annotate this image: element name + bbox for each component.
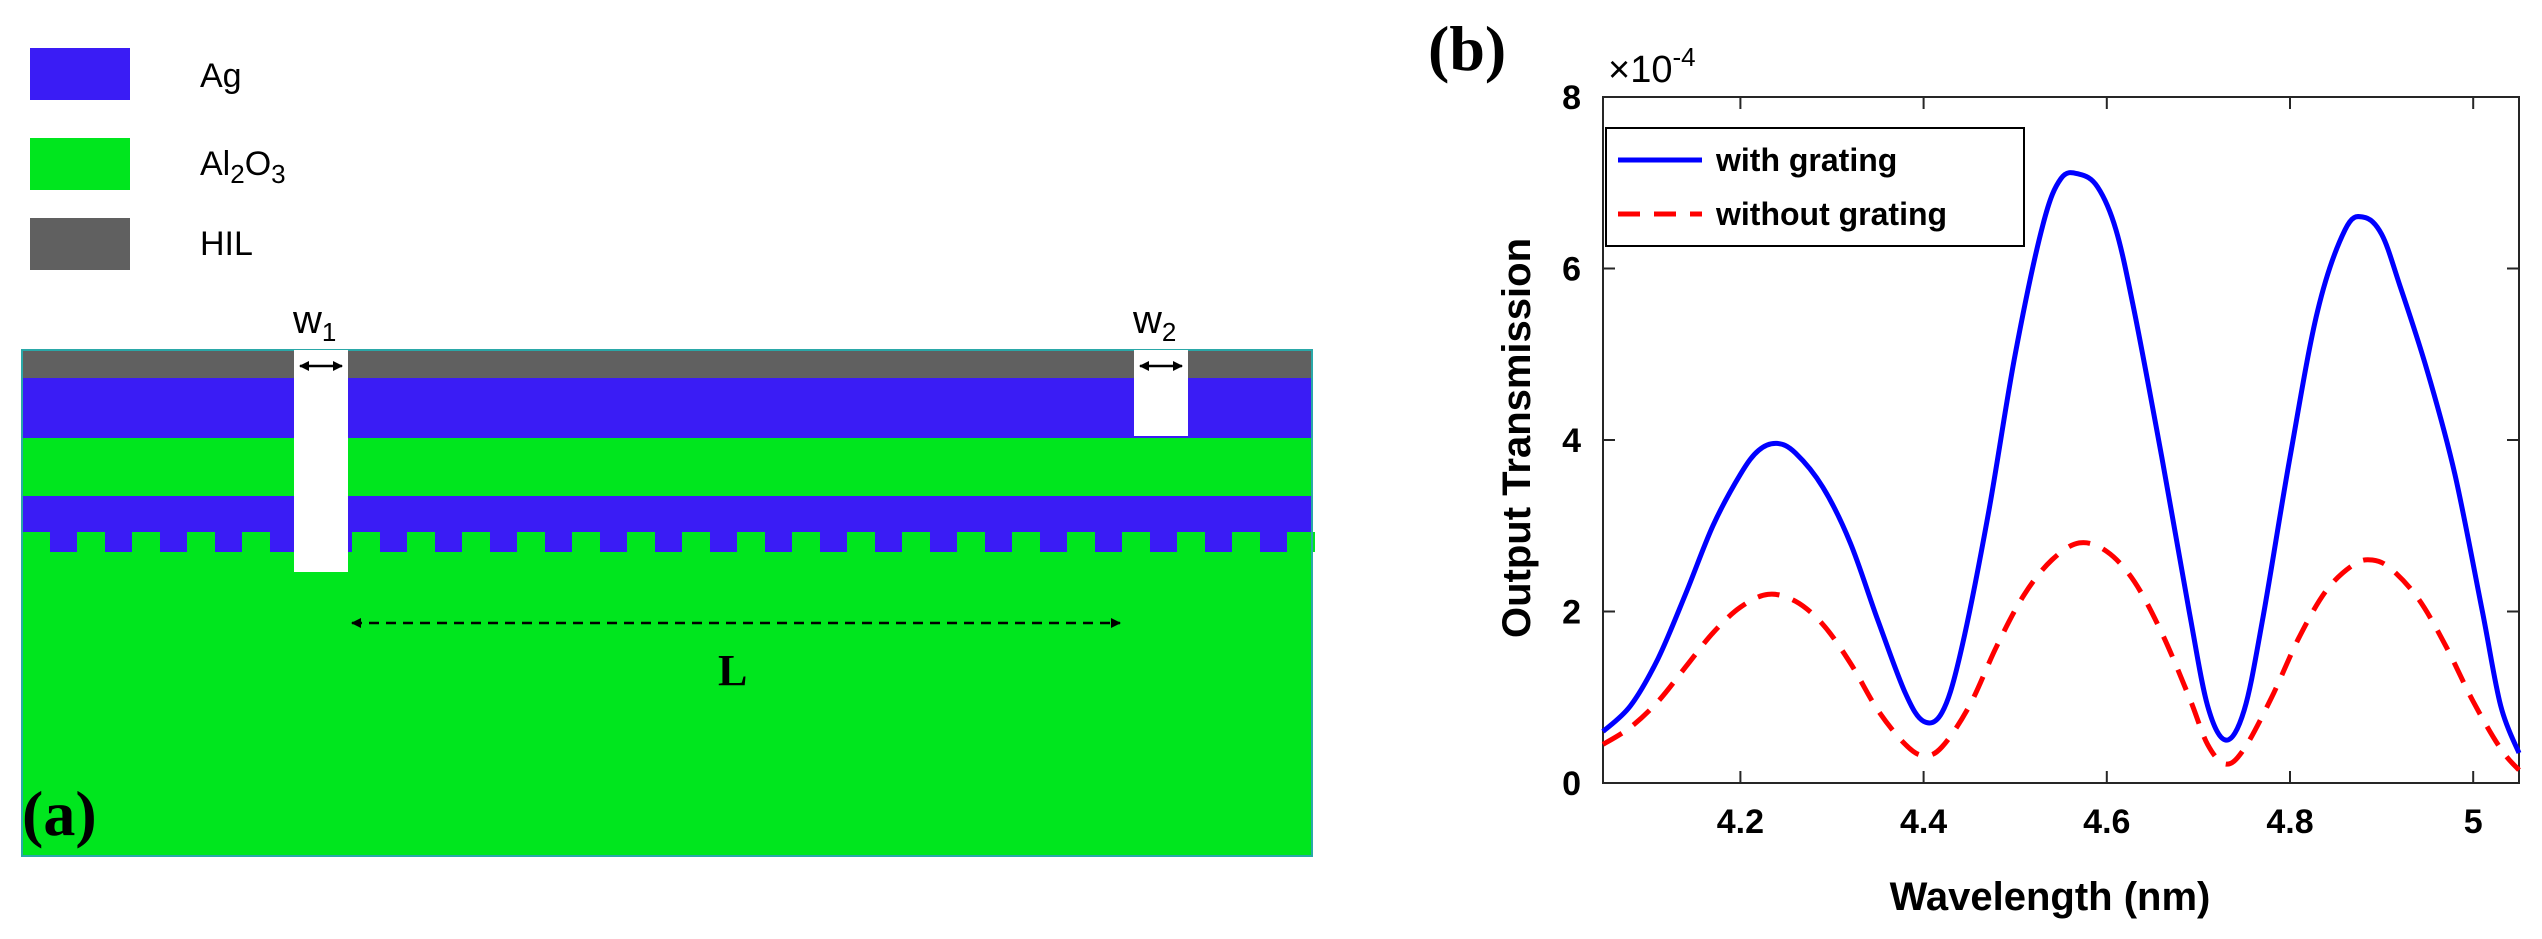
dimension-w2: w2	[1132, 298, 1183, 371]
grating-groove	[627, 532, 655, 552]
legend-swatch-al2o3	[30, 138, 130, 190]
grating-groove	[1122, 532, 1150, 552]
dimension-w1: w1	[292, 298, 343, 371]
y-tick-label: 4	[1562, 422, 1581, 460]
bottom-ag-layer	[22, 496, 1312, 552]
grating-groove	[1012, 532, 1040, 552]
grating-groove	[902, 532, 930, 552]
grating-groove	[462, 532, 490, 552]
grating-groove	[957, 532, 985, 552]
L-label: L	[718, 646, 747, 695]
grating	[22, 532, 1315, 552]
series-line-without-grating	[1601, 540, 2521, 772]
material-legend: Ag Al2O3 HIL	[30, 48, 286, 270]
panel-b-label: (b)	[1428, 13, 1506, 84]
x-tick-label: 4.6	[2083, 803, 2130, 841]
legend-label-ag: Ag	[200, 57, 242, 95]
x-tick-label: 4.4	[1900, 803, 1947, 841]
grating-groove	[22, 532, 50, 552]
series-line-with-grating	[1601, 170, 2522, 754]
grating-groove	[1177, 532, 1205, 552]
grating-groove	[407, 532, 435, 552]
panel-a: Ag Al2O3 HIL	[21, 48, 1315, 857]
panel-b: (b) ×10-4 4.2 4.4 4.6 4.8 5 0 2 4 6 8 Output Tran…	[1428, 13, 2522, 919]
grating-groove	[1067, 532, 1095, 552]
grating-groove	[792, 532, 820, 552]
grating-groove	[132, 532, 160, 552]
substrate-al2o3	[22, 552, 1312, 856]
grating-groove	[572, 532, 600, 552]
top-ag-layer	[22, 378, 1312, 438]
y-tick-label: 2	[1562, 594, 1581, 632]
legend-swatch-hil	[30, 218, 130, 270]
legend-label-with-grating: with grating	[1715, 142, 1897, 178]
grating-groove	[682, 532, 710, 552]
legend-label-hil: HIL	[200, 225, 253, 263]
chart-legend-box	[1605, 127, 2025, 247]
dimension-L: L	[351, 618, 1121, 695]
grating-groove	[187, 532, 215, 552]
scale-factor: ×10-4	[1608, 42, 1696, 91]
legend-swatch-ag	[30, 48, 130, 100]
grating-groove	[77, 532, 105, 552]
grating-groove	[1287, 532, 1315, 552]
grating-groove	[242, 532, 270, 552]
structure-outline	[21, 349, 1313, 857]
waveguide-structure	[21, 349, 1315, 857]
panel-a-label: (a)	[22, 778, 97, 849]
slit-w2	[1134, 350, 1188, 436]
x-tick-label: 5	[2464, 803, 2483, 841]
grating-groove	[352, 532, 380, 552]
chart-legend: with grating without grating	[1605, 127, 2025, 247]
scale-factor-label: ×10-4	[1608, 42, 1696, 91]
y-tick-label: 0	[1562, 765, 1581, 803]
x-tick-label: 4.2	[1717, 803, 1764, 841]
grating-groove	[1232, 532, 1260, 552]
legend-label-al2o3: Al2O3	[200, 145, 286, 189]
y-tick-label: 6	[1562, 251, 1581, 289]
y-tick-label: 8	[1562, 79, 1581, 117]
grating-groove	[737, 532, 765, 552]
grating-groove	[847, 532, 875, 552]
slit-w1	[294, 350, 348, 572]
x-axis-label: Wavelength (nm)	[1890, 875, 2211, 919]
w1-label: w1	[292, 298, 336, 347]
legend-label-without-grating: without grating	[1715, 196, 1947, 232]
grating-groove	[517, 532, 545, 552]
x-tick-label: 4.8	[2266, 803, 2313, 841]
y-axis-label: Output Transmission	[1495, 238, 1539, 638]
middle-al2o3-layer	[22, 438, 1312, 496]
w2-label: w2	[1132, 298, 1176, 347]
hil-layer	[22, 350, 1312, 378]
